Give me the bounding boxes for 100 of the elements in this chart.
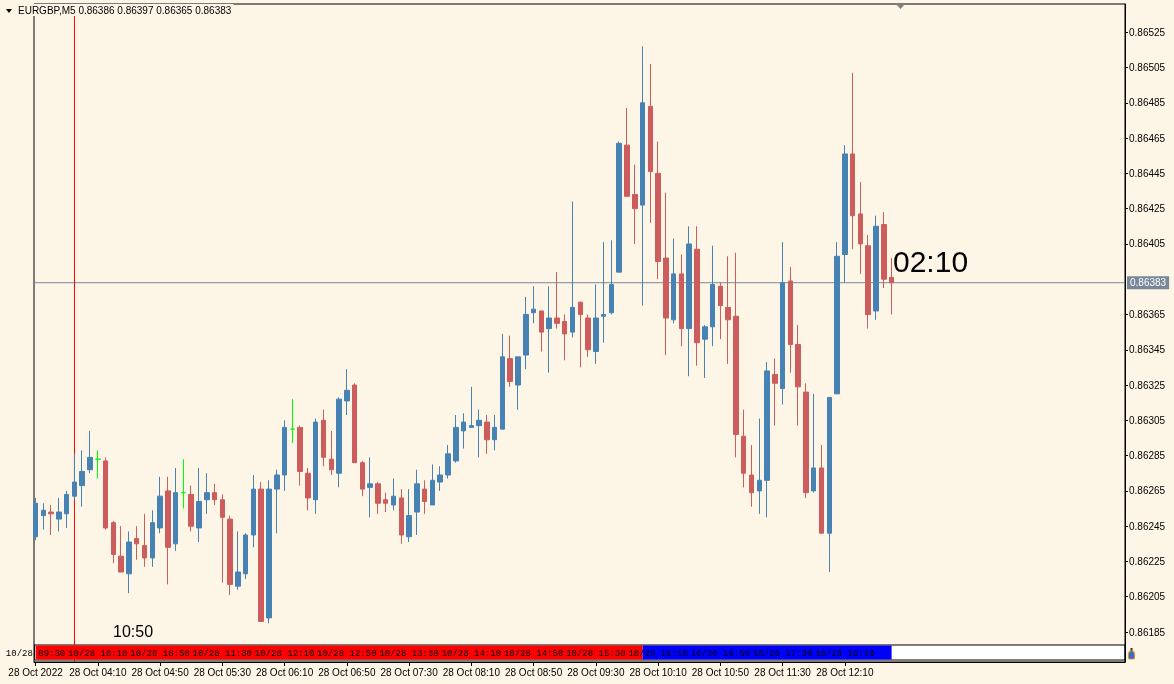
candlestick <box>87 430 93 474</box>
candlestick <box>570 201 575 338</box>
candlestick <box>811 393 816 494</box>
candlestick <box>336 396 342 488</box>
candlestick <box>749 444 754 508</box>
candlestick <box>134 525 139 561</box>
candlestick <box>111 520 116 564</box>
x2-tick-label: 10/28 12:10 <box>254 648 315 659</box>
candlestick <box>445 444 451 480</box>
x2-tick-label: 10/28 11:30 <box>192 648 253 659</box>
candlestick <box>476 409 482 458</box>
candlestick <box>391 478 396 511</box>
y-tick-label: 0.86445 <box>1129 167 1166 179</box>
candlestick <box>157 476 163 534</box>
candlestick <box>56 497 62 532</box>
candlestick <box>165 476 171 585</box>
candlestick <box>865 234 871 330</box>
candlestick <box>297 425 303 487</box>
candlestick <box>41 502 46 531</box>
chart-title: EURGBP,M5 0.86386 0.86397 0.86365 0.86383 <box>18 4 232 16</box>
x-tick-label: 28 Oct 05:30 <box>193 666 252 678</box>
candlestick <box>383 492 388 513</box>
candlestick <box>546 285 552 374</box>
candlestick <box>507 335 513 388</box>
candlestick <box>515 356 521 411</box>
annotation: 02:10 <box>893 244 969 278</box>
candlestick <box>103 456 108 531</box>
candlestick <box>842 144 848 284</box>
candlestick <box>718 282 723 340</box>
candlestick <box>679 254 684 347</box>
candlestick <box>469 386 474 428</box>
y-tick-label: 0.86185 <box>1129 626 1166 638</box>
candlestick <box>329 430 334 476</box>
candlestick <box>889 257 894 315</box>
y-tick-label: 0.86305 <box>1129 414 1166 426</box>
candlestick <box>881 211 887 289</box>
candlestick <box>321 409 326 467</box>
y-tick-label: 0.86325 <box>1129 379 1166 391</box>
candlestick <box>422 479 427 515</box>
candlestick <box>850 72 855 250</box>
x2-tick-label: 10/28 17:30 <box>752 648 813 659</box>
candlestick <box>227 515 233 596</box>
candlestick <box>282 419 287 492</box>
candlestick <box>406 488 412 543</box>
y-tick-label: 0.86485 <box>1129 97 1166 109</box>
candlestick <box>523 296 529 370</box>
x2-tick-label: 10/28 13:30 <box>379 648 439 659</box>
ref-line-label: 0.86383 <box>1130 277 1167 289</box>
candlestick <box>585 313 591 358</box>
y-tick-label: 0.86365 <box>1129 308 1166 320</box>
x-tick-label: 28 Oct 2022 <box>8 666 64 678</box>
candlestick <box>601 241 606 344</box>
x-tick-label: 28 Oct 04:10 <box>69 666 127 678</box>
candlestick <box>274 469 280 534</box>
x-tick-label: 28 Oct 06:50 <box>318 666 376 678</box>
candlestick <box>733 252 739 458</box>
candlestick <box>858 181 863 275</box>
y-tick-label: 0.86345 <box>1129 344 1166 356</box>
candlestick <box>126 530 132 594</box>
candlestick <box>414 469 420 536</box>
candlestick <box>609 239 614 315</box>
candlestick <box>780 241 785 405</box>
candlestick <box>33 497 38 541</box>
candlestick <box>686 225 692 377</box>
candlestick <box>399 488 404 545</box>
candlestick <box>671 238 676 324</box>
candlestick <box>648 63 653 224</box>
x2-tick-label: 10/28 14:50 <box>503 648 564 659</box>
candlestick <box>360 460 365 497</box>
candlestick <box>430 463 435 506</box>
candlestick <box>834 241 840 395</box>
candlestick <box>764 361 770 518</box>
candlestick <box>437 465 443 492</box>
candlestick <box>204 472 210 515</box>
candlestick <box>352 382 357 464</box>
candlestick <box>453 414 459 464</box>
candlestick <box>375 481 381 515</box>
candlestick <box>710 245 715 347</box>
candlestick <box>79 449 85 508</box>
candlestick <box>578 301 583 368</box>
x-tick-label: 28 Oct 11:30 <box>754 666 812 678</box>
candlestick <box>827 396 832 573</box>
y-tick-label: 0.86205 <box>1129 591 1166 603</box>
y-tick-label: 0.86285 <box>1129 450 1166 462</box>
candlestick <box>725 255 731 365</box>
x2-tick-label: 10/28 10:50 <box>130 648 190 659</box>
x-tick-label: 28 Oct 06:10 <box>255 666 314 678</box>
candlestick <box>702 324 708 379</box>
y-tick-label: 0.86465 <box>1129 132 1166 144</box>
x-tick-label: 28 Oct 10:50 <box>691 666 750 678</box>
candlestick <box>118 525 124 573</box>
candlestick <box>220 493 225 584</box>
y-tick-label: 0.86265 <box>1129 485 1166 497</box>
candlestick <box>500 333 505 430</box>
x2-tick-label: 10/28 10:10 <box>68 648 128 659</box>
candlestick <box>655 141 661 280</box>
candlestick <box>616 141 622 273</box>
candlestick <box>290 398 295 444</box>
candlestick <box>344 368 350 416</box>
x2-tick-label: 10/28 18:10 <box>815 648 875 659</box>
